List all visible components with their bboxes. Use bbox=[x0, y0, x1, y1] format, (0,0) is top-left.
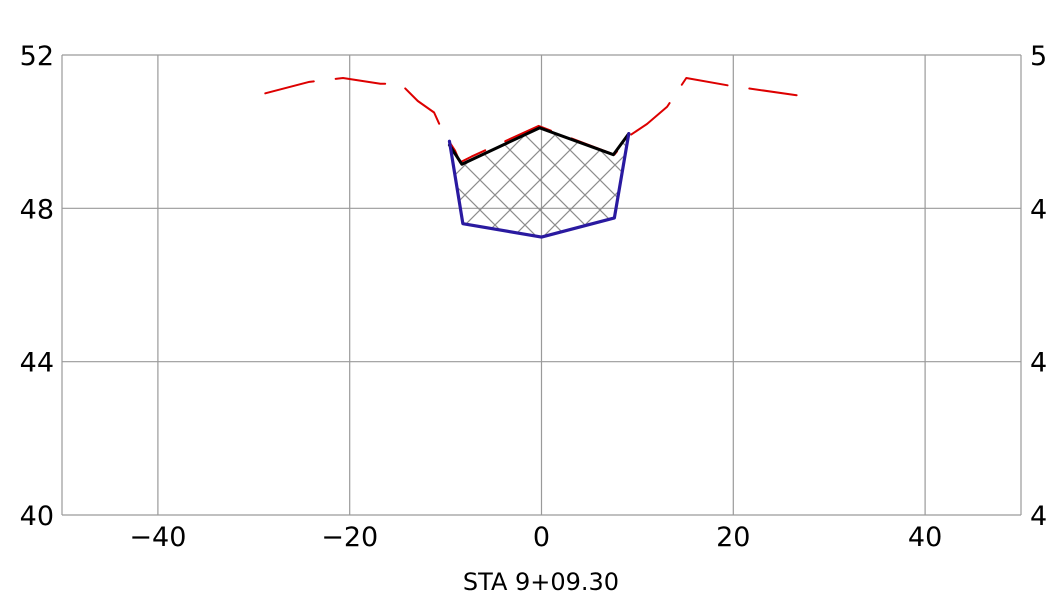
y-tick-label-left: 40 bbox=[20, 501, 54, 532]
x-tick-label: 20 bbox=[716, 522, 750, 553]
x-tick-labels: −40 −20 0 20 40 bbox=[129, 522, 942, 553]
y-tick-label-right: 4 bbox=[1030, 194, 1047, 225]
x-tick-label: 40 bbox=[908, 522, 942, 553]
y-tick-label-right: 5 bbox=[1030, 41, 1047, 72]
series-line-2 bbox=[447, 131, 631, 239]
x-tick-label: −20 bbox=[321, 522, 378, 553]
series-line-1 bbox=[447, 126, 631, 166]
x-tick-label: −40 bbox=[129, 522, 186, 553]
y-tick-label-left: 48 bbox=[20, 194, 54, 225]
y-tick-label-left: 52 bbox=[20, 41, 54, 72]
y-tick-label-right: 4 bbox=[1030, 348, 1047, 379]
hatch-polygon bbox=[449, 127, 629, 238]
hatched-area bbox=[449, 127, 629, 238]
y-tick-labels: 40 444 448 452 5 bbox=[20, 41, 1048, 532]
grid bbox=[61, 54, 1022, 516]
y-tick-label-left: 44 bbox=[20, 348, 54, 379]
series-lines bbox=[264, 77, 798, 239]
x-tick-label: 0 bbox=[533, 522, 550, 553]
station-label: STA 9+09.30 bbox=[463, 568, 619, 596]
y-tick-label-right: 4 bbox=[1030, 501, 1047, 532]
